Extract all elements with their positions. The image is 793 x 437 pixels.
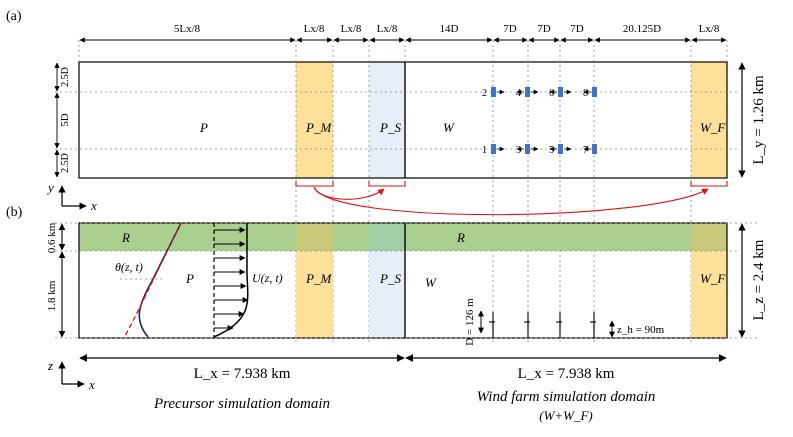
turbine-side-4 (590, 312, 596, 338)
turbine-7 (592, 144, 597, 154)
u-label: U(z, t) (252, 271, 283, 285)
region-wf-b: W_F (700, 271, 726, 286)
region-p-a: P (199, 120, 208, 135)
turbine-label-6: 6 (549, 88, 554, 99)
dim-5d: 5D (59, 113, 71, 127)
grid-lines-b (55, 222, 760, 339)
turbine-label-1: 1 (482, 145, 487, 156)
turbine-4 (525, 87, 530, 97)
dim-1-8km: 1.8 km (46, 280, 58, 311)
dim-2-5d-top: 2.5D (60, 67, 71, 87)
windfarm-box-a (404, 61, 728, 179)
region-p-b: P (185, 271, 194, 286)
turbine-side-3 (556, 312, 562, 338)
ly-label: L_y = 1.26 km (751, 75, 767, 165)
turbine-side-views (489, 312, 596, 338)
axis-z-b: z (47, 358, 53, 373)
dim-0-6km: 0.6 km (46, 222, 58, 253)
pm-to-wf-arrow (313, 186, 709, 216)
turbine-label-3: 3 (516, 145, 521, 156)
turbine-markers (491, 87, 597, 154)
turbine-side-2 (524, 312, 530, 338)
dim-7d-3: 7D (570, 23, 584, 35)
pm-region-a (296, 62, 333, 178)
pm-region-b-top (296, 223, 333, 251)
turbine-label-5: 5 (549, 145, 554, 156)
dim-lx8-2: Lx/8 (341, 23, 362, 35)
axes-b (58, 361, 85, 388)
axis-x-a: x (90, 198, 97, 213)
hub-height-label: z_h = 90m (617, 324, 665, 336)
axis-x-b: x (88, 377, 95, 392)
dim-14d: 14D (440, 23, 459, 35)
dim-7d-2: 7D (537, 23, 551, 35)
region-pm-a: P_M (305, 120, 332, 135)
turbine-label-2: 2 (482, 88, 487, 99)
turbine-5 (558, 144, 563, 154)
ps-region-b (369, 251, 405, 338)
panel-b-tag: (b) (6, 205, 23, 220)
dim-2-5d-bottom: 2.5D (60, 153, 71, 173)
region-r-left: R (121, 230, 130, 245)
turbine-label-4: 4 (516, 88, 521, 99)
precursor-caption: Precursor simulation domain (153, 396, 330, 412)
turbine-2 (491, 87, 496, 97)
mapping-arrows (295, 181, 728, 216)
theta-reference-line (123, 222, 182, 339)
wf-region-b (691, 251, 727, 338)
wf-bracket (690, 181, 728, 187)
region-w-b: W (425, 275, 437, 290)
wf-region-b-top (691, 223, 727, 251)
panel-a-tag: (a) (6, 9, 22, 24)
ps-region-a (369, 62, 405, 178)
dim-7d-1: 7D (503, 23, 517, 35)
region-wf-a: W_F (700, 120, 726, 135)
turbine-3 (525, 144, 530, 154)
turbine-label-7: 7 (583, 145, 588, 156)
dim-lx8-3: Lx/8 (377, 23, 398, 35)
turbine-spacing-arrows (497, 89, 591, 152)
turbine-1 (491, 144, 496, 154)
top-dimension-labels: 5Lx/8 Lx/8 Lx/8 Lx/8 14D 7D 7D 7D 20.125… (174, 23, 720, 35)
region-pm-b: P_M (305, 271, 332, 286)
windfarm-subcaption: (W+W_F) (539, 408, 593, 423)
dim-5lx8: 5Lx/8 (174, 23, 201, 35)
region-ps-a: P_S (379, 120, 401, 135)
ps-region-b-top (369, 223, 405, 251)
region-ps-b: P_S (379, 271, 401, 286)
pm-bracket (295, 181, 334, 187)
windfarm-caption: Wind farm simulation domain (477, 389, 656, 405)
pm-region-b (296, 251, 333, 338)
dim-lx8-1: Lx/8 (304, 23, 325, 35)
dim-lx8-4: Lx/8 (699, 23, 720, 35)
u-velocity-arrows (214, 227, 249, 331)
ps-bracket (368, 181, 406, 187)
region-w-a: W (443, 120, 455, 135)
axes-a (58, 185, 87, 210)
turbine-numbers: 2 4 6 8 1 3 5 7 (482, 88, 588, 156)
axis-y-a: y (46, 180, 54, 195)
turbine-8 (592, 87, 597, 97)
lz-label: L_z = 2.4 km (751, 239, 767, 320)
turbine-label-8: 8 (583, 88, 588, 99)
turbine-side-1 (489, 312, 495, 338)
lx-label-left: L_x = 7.938 km (194, 366, 291, 382)
region-r-right: R (456, 230, 465, 245)
rotor-diameter-label: D = 126 m (464, 298, 476, 346)
precursor-box-a (78, 61, 406, 179)
dim-20d: 20.125D (623, 23, 661, 35)
turbine-6 (558, 87, 563, 97)
lx-label-right: L_x = 7.938 km (518, 366, 615, 382)
pm-to-ps-arrow (313, 186, 385, 200)
theta-label: θ(z, t) (115, 260, 143, 274)
wf-region-a (691, 62, 727, 178)
